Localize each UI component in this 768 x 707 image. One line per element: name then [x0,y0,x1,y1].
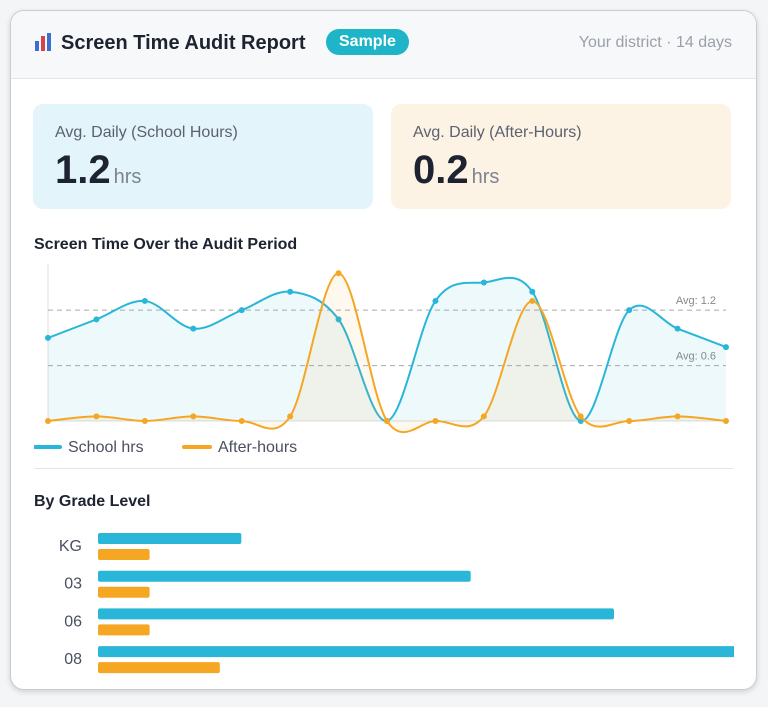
reference-label: Avg: 1.2 [676,295,716,307]
bar-chart-title: By Grade Level [34,493,151,510]
point [335,316,342,323]
header: Screen Time Audit Report Sample Your dis… [11,11,756,79]
meta: Your district · 14 days [578,34,732,51]
point [480,413,487,420]
point [238,418,245,424]
stat-value: 1.2 [55,148,111,192]
point [141,418,148,424]
point [190,413,197,420]
bar [98,533,242,544]
point [577,413,584,420]
chart-icon [35,33,51,51]
point [674,325,681,332]
point [45,334,51,341]
stat-value: 0.2 [413,148,469,192]
category-label: 06 [64,613,82,630]
point [238,307,245,314]
point [626,307,633,314]
category-label: 03 [64,576,82,593]
point [674,413,681,420]
point [190,325,197,332]
bar [98,662,220,674]
reference-label: Avg: 0.6 [676,351,716,363]
point [480,279,487,286]
legend-label: After-hours [218,439,297,456]
area [48,273,726,433]
bar [98,570,471,582]
point [45,418,51,424]
point [141,297,148,304]
point [432,297,439,304]
bar [98,646,734,658]
line-chart-title: Screen Time Over the Audit Period [34,236,298,253]
point [723,344,729,351]
point [93,316,100,323]
bar [98,608,614,620]
stat-card: Avg. Daily (After-Hours) 0.2 hrs [391,104,731,209]
divider [34,468,733,469]
point [529,297,536,304]
stat-value-box: 1.2 hrs [55,148,141,193]
bar [98,549,150,560]
point [626,418,633,424]
stat-unit: hrs [471,166,500,188]
area [48,277,726,422]
point [723,418,729,424]
report-card: Screen Time Audit Report Sample Your dis… [10,10,757,690]
stat-value-box: 0.2 hrs [413,148,499,193]
point [384,418,390,424]
stat-label: Avg. Daily (School Hours) [55,124,238,141]
stat-unit: hrs [113,166,142,188]
category-label: 08 [64,651,82,668]
bar [98,624,150,636]
badge: Sample [326,29,409,55]
stat-card: Avg. Daily (School Hours) 1.2 hrs [33,104,373,209]
point [287,288,294,295]
legend-label: School hrs [68,439,144,456]
point [432,418,439,424]
title: Screen Time Audit Report [61,32,306,54]
point [529,288,536,295]
category-label: KG [59,538,82,555]
point [93,413,100,420]
point [287,413,294,420]
bar-chart: KG 03 06 08 [59,533,734,674]
line-chart: Avg: 1.2 Avg: 0.6 School hrs After-hours [34,264,729,456]
stat-label: Avg. Daily (After-Hours) [413,124,582,141]
bar [98,586,150,598]
point [335,270,342,277]
line [47,276,727,422]
